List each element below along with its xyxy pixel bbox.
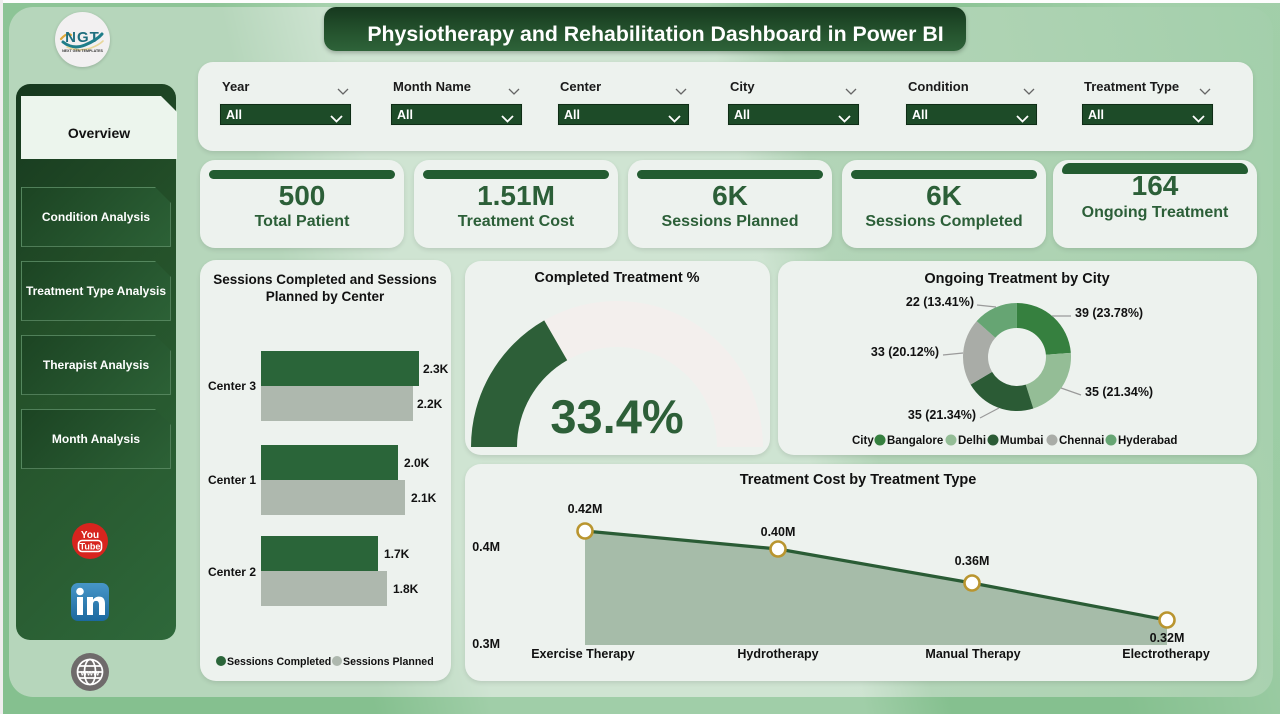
svg-text:Center 1: Center 1 (208, 473, 256, 487)
svg-text:Chennai: Chennai (1059, 435, 1104, 447)
svg-text:0.4M: 0.4M (472, 540, 500, 554)
svg-text:2.3K: 2.3K (423, 362, 449, 376)
svg-text:You: You (81, 530, 99, 541)
svg-text:Planned by Center: Planned by Center (266, 289, 385, 304)
svg-text:Manual Therapy: Manual Therapy (925, 647, 1020, 661)
svg-text:Center 2: Center 2 (208, 565, 256, 579)
svg-text:33 (20.12%): 33 (20.12%) (871, 345, 939, 359)
svg-text:Exercise Therapy: Exercise Therapy (531, 647, 635, 661)
svg-text:33.4%: 33.4% (550, 390, 683, 443)
svg-text:Mumbai: Mumbai (1000, 435, 1043, 447)
svg-text:39 (23.78%): 39 (23.78%) (1075, 306, 1143, 320)
svg-text:35 (21.34%): 35 (21.34%) (1085, 385, 1153, 399)
svg-text:0.36M: 0.36M (955, 554, 990, 568)
svg-text:Delhi: Delhi (958, 435, 986, 447)
svg-text:Sessions Completed: Sessions Completed (227, 656, 331, 668)
svg-text:www: www (80, 669, 100, 678)
svg-text:0.42M: 0.42M (568, 502, 603, 516)
svg-text:35 (21.34%): 35 (21.34%) (908, 408, 976, 422)
svg-text:0.32M: 0.32M (1150, 631, 1185, 645)
svg-text:NEXT GEN TEMPLATES: NEXT GEN TEMPLATES (62, 49, 103, 53)
svg-text:Sessions Completed and Session: Sessions Completed and Sessions (213, 272, 437, 287)
svg-text:1.7K: 1.7K (384, 547, 410, 561)
svg-text:Hyderabad: Hyderabad (1118, 435, 1177, 447)
svg-text:Treatment Cost by Treatment Ty: Treatment Cost by Treatment Type (740, 472, 977, 488)
svg-text:Tube: Tube (80, 542, 101, 552)
svg-text:Sessions Planned: Sessions Planned (343, 656, 434, 668)
svg-text:City: City (852, 435, 874, 447)
svg-text:Ongoing Treatment by City: Ongoing Treatment by City (924, 271, 1109, 287)
svg-text:0.40M: 0.40M (761, 525, 796, 539)
svg-text:Completed Treatment %: Completed Treatment % (534, 270, 699, 286)
svg-text:22 (13.41%): 22 (13.41%) (906, 295, 974, 309)
svg-text:NGT: NGT (65, 29, 100, 46)
svg-text:Hydrotherapy: Hydrotherapy (737, 647, 818, 661)
svg-text:2.1K: 2.1K (411, 491, 437, 505)
svg-text:Electrotherapy: Electrotherapy (1122, 647, 1210, 661)
svg-text:0.3M: 0.3M (472, 637, 500, 651)
svg-text:2.0K: 2.0K (404, 456, 430, 470)
svg-text:2.2K: 2.2K (417, 397, 443, 411)
svg-text:Center 3: Center 3 (208, 379, 256, 393)
svg-text:1.8K: 1.8K (393, 582, 419, 596)
svg-text:Bangalore: Bangalore (887, 435, 943, 447)
